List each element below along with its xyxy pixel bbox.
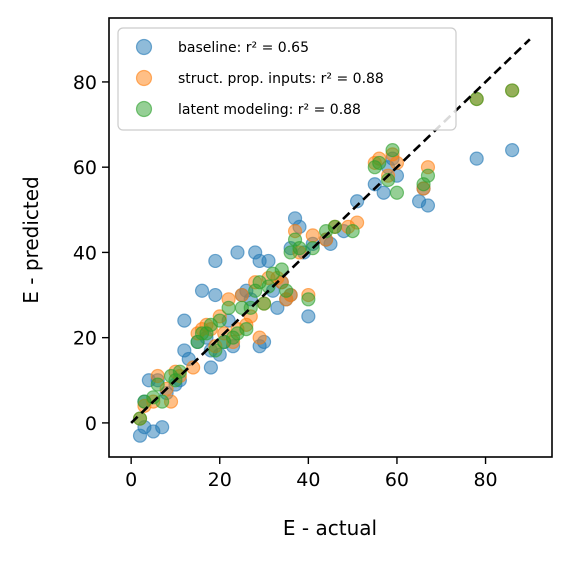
point-series-2-44 <box>506 84 519 97</box>
point-series-0-55 <box>421 199 434 212</box>
point-series-0-19 <box>209 254 222 267</box>
point-series-2-40 <box>390 186 403 199</box>
x-tick-label-80: 80 <box>473 469 497 491</box>
x-tick-label-0: 0 <box>125 469 137 491</box>
point-series-2-31 <box>302 293 315 306</box>
x-tick-label-20: 20 <box>208 469 232 491</box>
y-tick-label-40: 40 <box>73 242 97 264</box>
point-series-0-56 <box>470 152 483 165</box>
point-series-2-27 <box>280 284 293 297</box>
y-tick-label-0: 0 <box>85 413 97 435</box>
point-series-0-42 <box>302 310 315 323</box>
legend-label-1: struct. prop. inputs: r² = 0.88 <box>178 71 384 87</box>
point-series-1-33 <box>306 229 319 242</box>
point-series-1-19 <box>235 289 248 302</box>
point-series-2-30 <box>293 242 306 255</box>
y-tick-label-60: 60 <box>73 157 97 179</box>
legend-label-0: baseline: r² = 0.65 <box>178 40 309 56</box>
point-series-2-35 <box>346 225 359 238</box>
y-axis-label: E - predicted <box>19 176 43 303</box>
point-series-0-10 <box>178 314 191 327</box>
legend-marker-1 <box>137 71 152 86</box>
x-tick-label-60: 60 <box>385 469 409 491</box>
legend-marker-2 <box>137 102 152 117</box>
legend-label-2: latent modeling: r² = 0.88 <box>178 102 361 118</box>
legend-marker-0 <box>137 40 152 55</box>
point-series-2-43 <box>470 92 483 105</box>
point-series-2-15 <box>222 301 235 314</box>
y-tick-label-80: 80 <box>73 72 97 94</box>
point-series-0-3 <box>156 421 169 434</box>
point-series-0-18 <box>209 289 222 302</box>
y-tick-label-20: 20 <box>73 328 97 350</box>
point-series-2-19 <box>240 323 253 336</box>
x-tick-label-40: 40 <box>296 469 320 491</box>
legend: baseline: r² = 0.65 struct. prop. inputs:… <box>118 28 456 130</box>
point-series-0-17 <box>204 361 217 374</box>
point-series-2-37 <box>373 156 386 169</box>
point-series-0-57 <box>506 144 519 157</box>
point-series-2-23 <box>258 297 271 310</box>
x-axis-label: E - actual <box>283 516 377 540</box>
point-series-2-42 <box>421 169 434 182</box>
point-series-2-39 <box>386 144 399 157</box>
point-series-2-3 <box>151 378 164 391</box>
point-series-0-49 <box>377 186 390 199</box>
point-series-2-13 <box>213 314 226 327</box>
point-series-1-23 <box>253 331 266 344</box>
point-series-0-14 <box>196 284 209 297</box>
point-series-0-24 <box>231 246 244 259</box>
point-series-0-32 <box>262 254 275 267</box>
